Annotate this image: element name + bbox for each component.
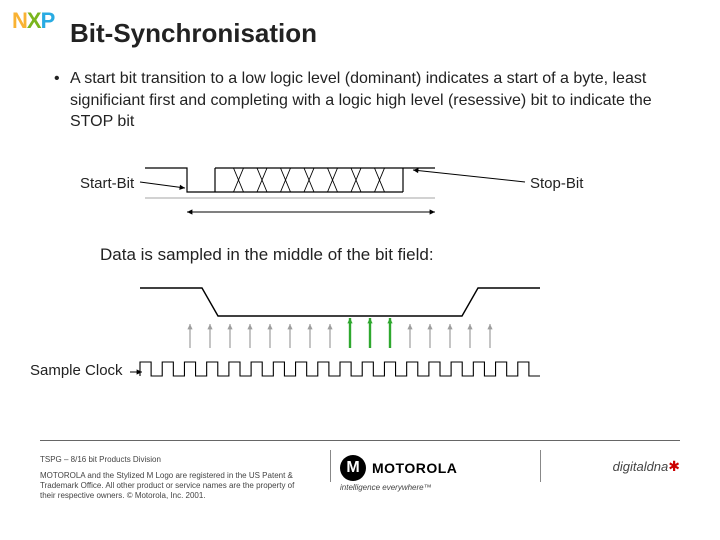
digitaldna-logo: digitaldna✱ xyxy=(613,458,680,476)
motorola-m-icon: M xyxy=(340,455,366,481)
bullet-text: A start bit transition to a low logic le… xyxy=(70,68,670,133)
digitaldna-star-icon: ✱ xyxy=(668,458,680,474)
footer-text: TSPG – 8/16 bit Products Division MOTORO… xyxy=(40,455,300,501)
byte-frame-diagram xyxy=(145,160,435,220)
motorola-tagline: intelligence everywhere™ xyxy=(340,483,457,492)
digitaldna-text: digitaldna xyxy=(613,459,669,474)
footer-division: TSPG – 8/16 bit Products Division xyxy=(40,455,300,465)
start-bit-label: Start-Bit xyxy=(80,175,134,192)
footer-legal: MOTOROLA and the Stylized M Logo are reg… xyxy=(40,471,300,501)
sampling-diagram xyxy=(140,280,540,356)
page-title: Bit-Synchronisation xyxy=(70,18,317,49)
logo-letter-p: P xyxy=(41,8,55,33)
logo-letter-x: X xyxy=(27,8,41,33)
stop-bit-label: Stop-Bit xyxy=(530,175,583,192)
footer-sep-1 xyxy=(330,450,331,482)
footer-divider xyxy=(40,440,680,441)
footer-sep-2 xyxy=(540,450,541,482)
motorola-wordmark: MOTOROLA xyxy=(372,460,457,476)
sampling-text: Data is sampled in the middle of the bit… xyxy=(100,245,434,265)
nxp-logo: NXP xyxy=(12,8,54,34)
motorola-logo: M MOTOROLA intelligence everywhere™ xyxy=(340,455,457,492)
logo-letter-n: N xyxy=(12,8,27,33)
sample-clock-diagram xyxy=(140,360,550,380)
sample-clock-label: Sample Clock xyxy=(30,362,123,379)
